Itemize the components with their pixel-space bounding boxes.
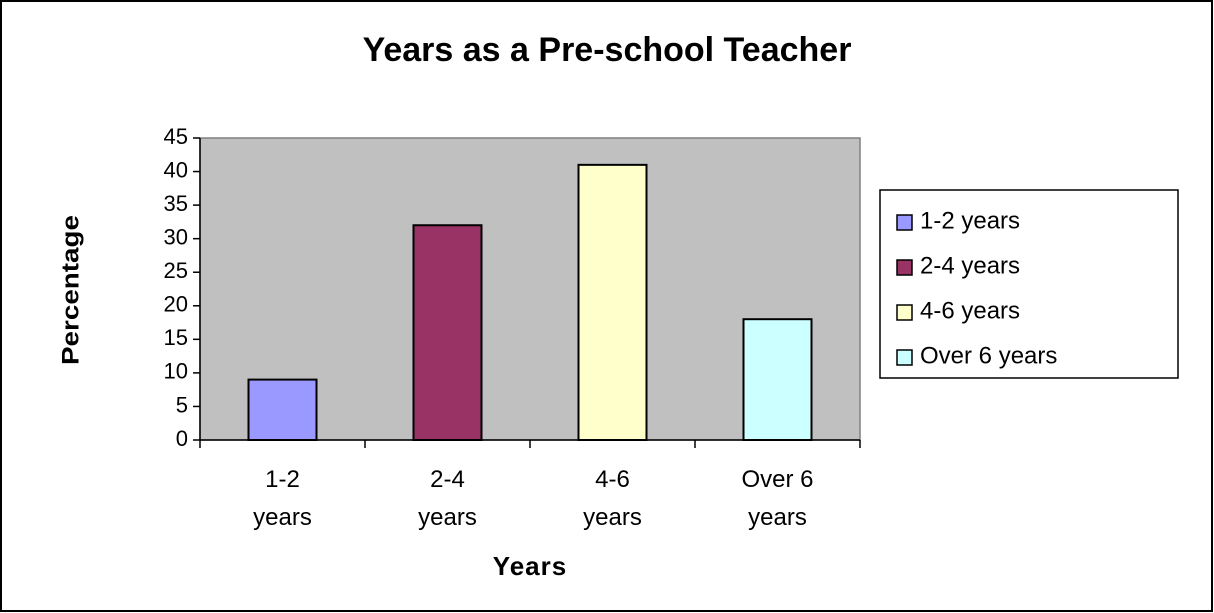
bar: [742, 318, 813, 442]
y-tick-label: 0: [176, 426, 188, 451]
y-tick-label: 15: [164, 325, 188, 350]
y-tick-label: 10: [164, 359, 188, 384]
legend-box: [879, 189, 1179, 379]
legend-swatch: [896, 304, 913, 321]
legend-label: 2-4 years: [920, 252, 1020, 279]
y-tick-label: 25: [164, 258, 188, 283]
legend-swatch: [896, 214, 913, 231]
x-tick-label: Over 6 years: [741, 466, 813, 531]
y-tick-label: 30: [164, 224, 188, 249]
y-tick-label: 45: [164, 124, 188, 149]
x-tick-label: 2-4 years: [418, 466, 477, 531]
legend-swatch: [896, 349, 913, 366]
y-axis-title: Percentage: [57, 215, 84, 365]
x-axis-title: Years: [493, 551, 567, 581]
legend-swatch: [896, 259, 913, 276]
bar: [412, 224, 483, 441]
y-tick-label: 20: [164, 292, 188, 317]
y-tick-label: 35: [164, 191, 188, 216]
legend-label: Over 6 years: [920, 342, 1057, 369]
x-tick-label: 1-2 years: [253, 466, 312, 531]
legend-label: 4-6 years: [920, 297, 1020, 324]
bar: [577, 163, 648, 441]
bar: [247, 378, 318, 442]
chart-title: Years as a Pre-school Teacher: [363, 31, 852, 69]
y-tick-label: 5: [176, 392, 188, 417]
x-tick-label: 4-6 years: [583, 466, 642, 531]
y-tick-label: 40: [164, 157, 188, 182]
legend-label: 1-2 years: [920, 207, 1020, 234]
